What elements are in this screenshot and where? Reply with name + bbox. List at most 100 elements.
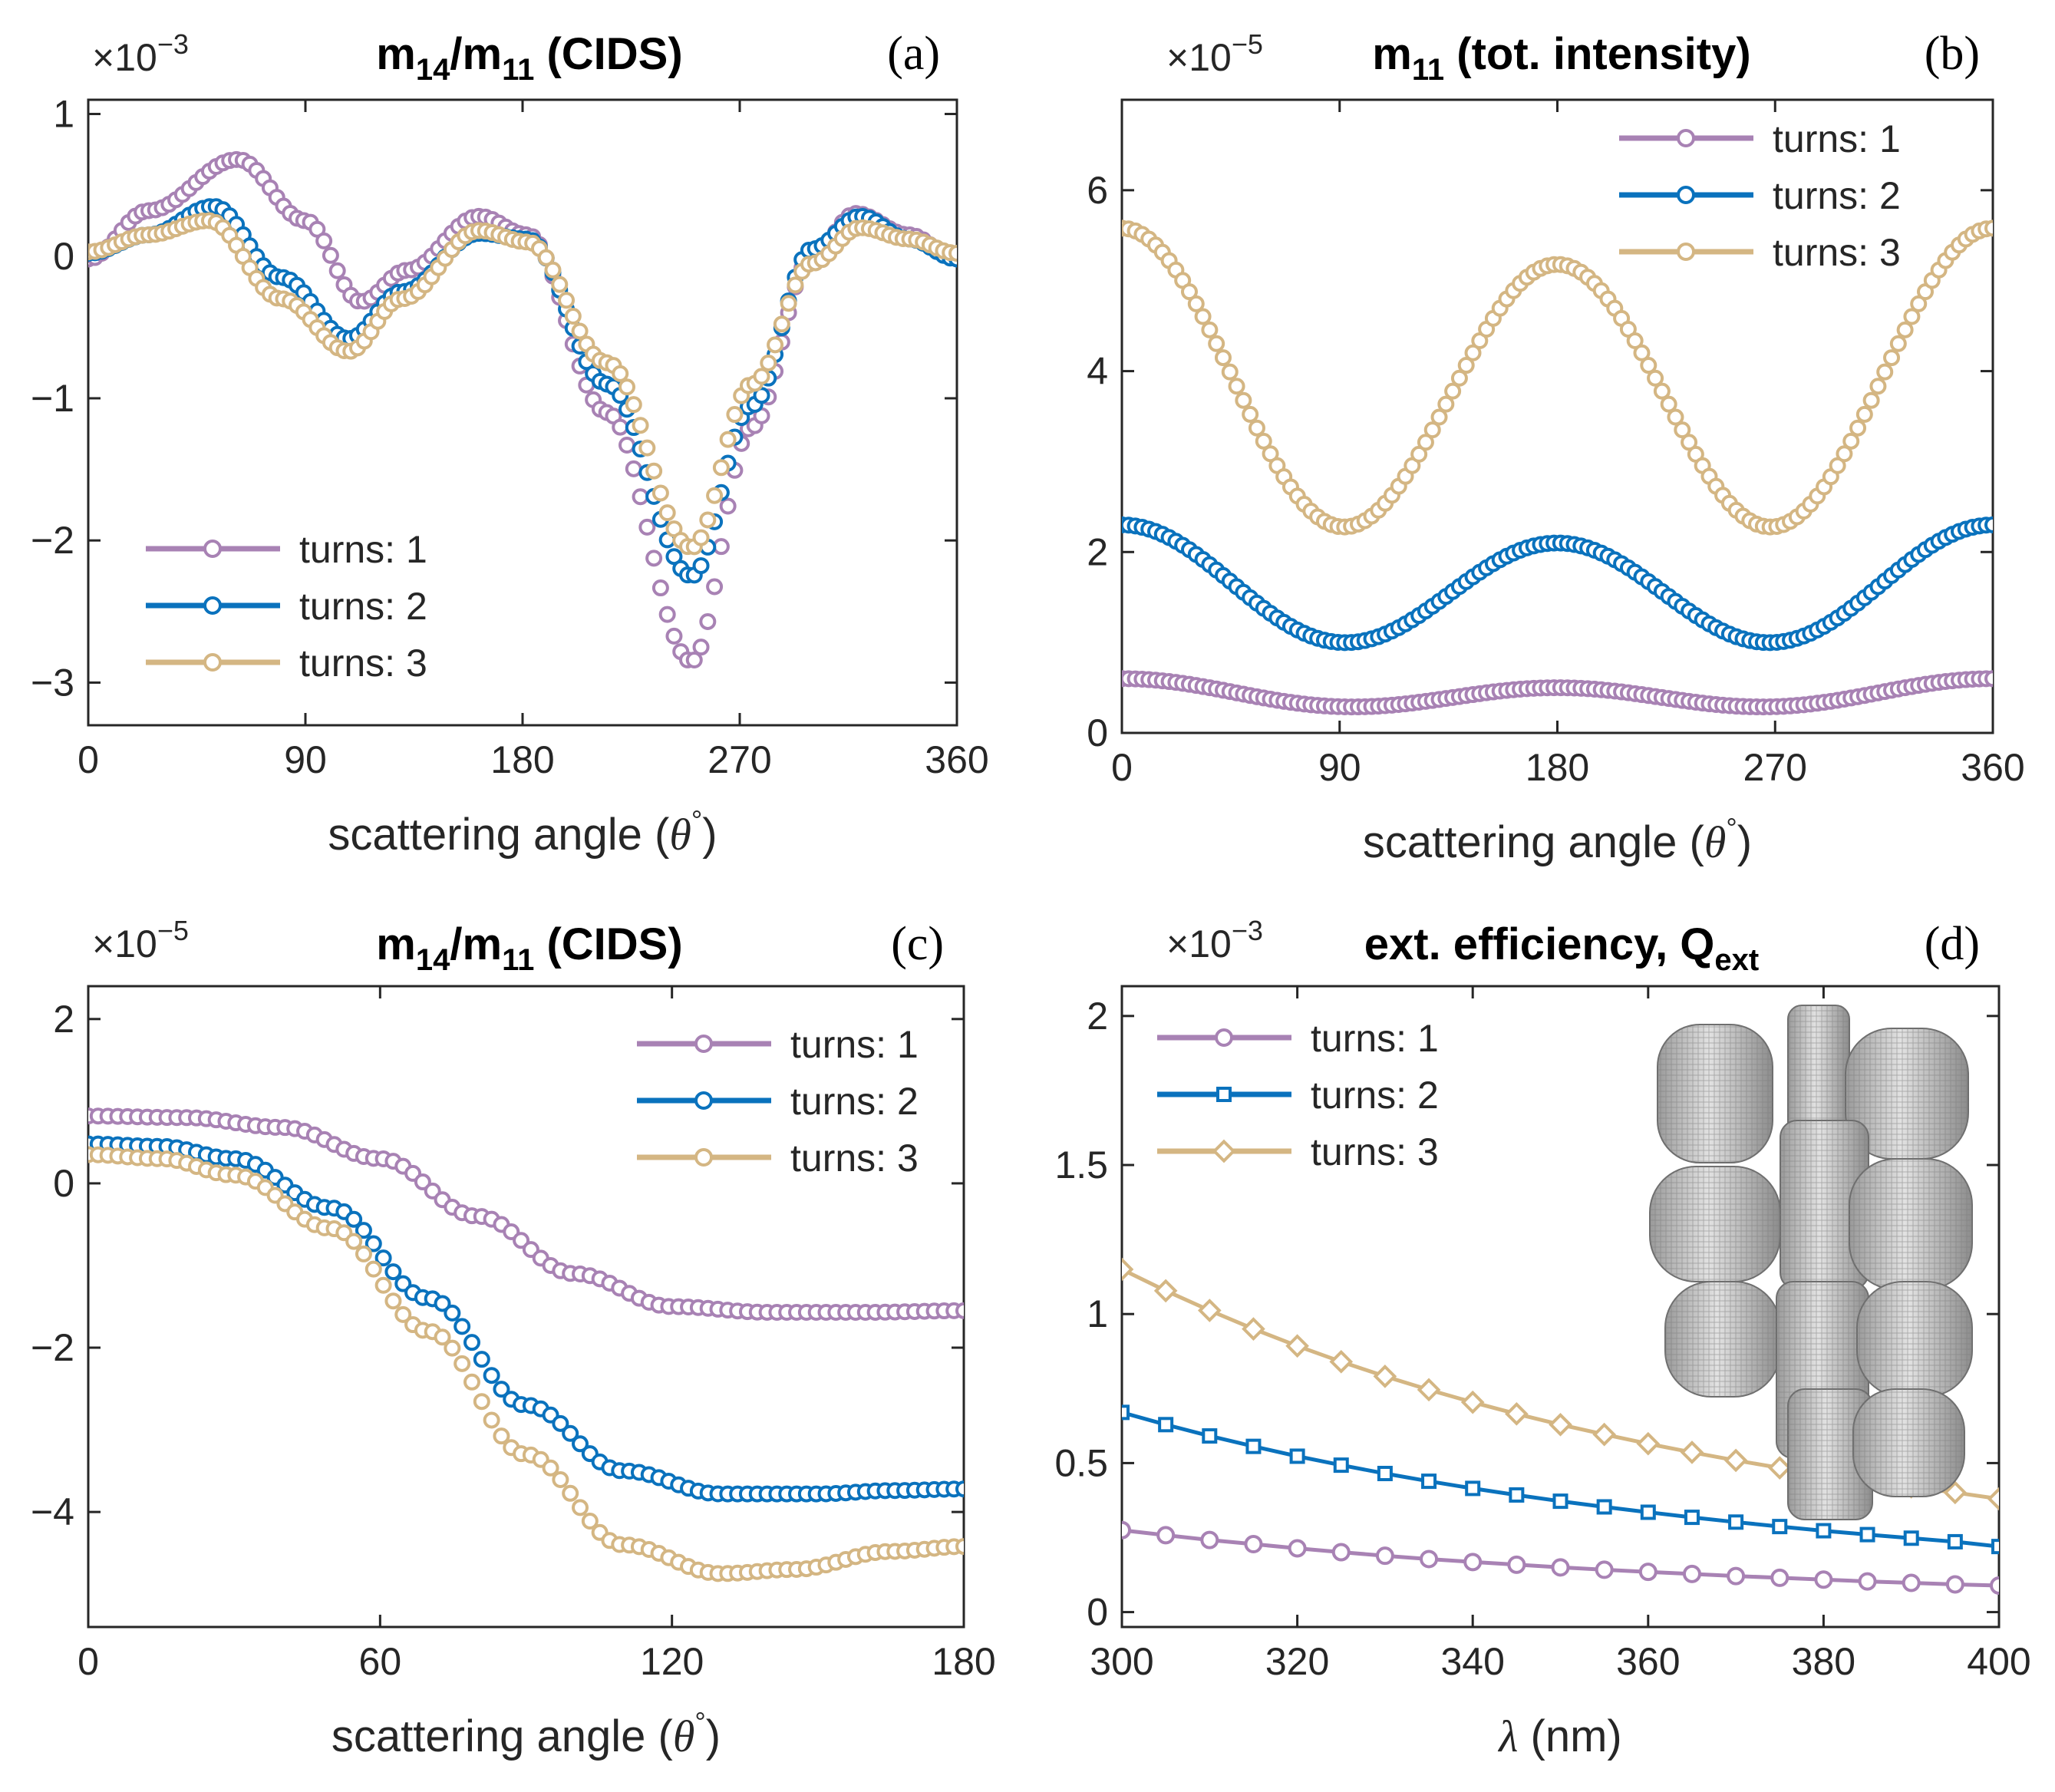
data-point — [345, 1233, 363, 1250]
data-point — [473, 1351, 490, 1368]
exponent-prefix: ×10 — [1166, 36, 1232, 79]
x-label-degree: ° — [691, 804, 702, 836]
legend-label: turns: 1 — [790, 1023, 919, 1066]
legend-item: turns: 1 — [637, 1023, 919, 1066]
helical-nanostructure-render-icon — [1649, 1005, 1973, 1520]
chart-title: m14/m11 (CIDS) — [376, 919, 682, 977]
data-point — [1945, 1575, 1964, 1594]
title-subscript: 14 — [416, 943, 450, 977]
data-point — [1202, 1428, 1218, 1444]
data-point — [1244, 1535, 1263, 1554]
chart-title: ext. efficiency, Qext — [1364, 919, 1759, 977]
data-point — [328, 262, 346, 279]
data-point — [552, 1414, 569, 1432]
data-point — [1595, 1560, 1614, 1579]
data-point — [434, 1328, 451, 1346]
data-point — [1248, 419, 1265, 437]
data-point — [537, 249, 555, 266]
voxel-texture — [1658, 1025, 1773, 1163]
x-label-part: ) — [702, 810, 717, 860]
data-point — [1684, 1510, 1700, 1526]
x-tick-label: 320 — [1265, 1640, 1329, 1683]
data-point — [1626, 332, 1644, 350]
data-point — [1728, 1514, 1744, 1530]
title-part: m — [376, 919, 416, 969]
data-point — [632, 488, 649, 506]
x-label-part: scattering angle ( — [328, 810, 669, 860]
data-point — [618, 378, 636, 396]
axis-exponent: ×10−3 — [1166, 915, 1263, 965]
data-point — [1849, 419, 1867, 437]
chart-panel-b: 0 90 180 270 360 0 2 4 6 ×10−5 m11 (tot. intensity… — [1087, 28, 2025, 867]
legend-item: turns: 1 — [1619, 117, 1901, 160]
title-part: (tot. intensity) — [1444, 29, 1751, 79]
data-point — [753, 368, 770, 385]
data-point — [1214, 349, 1232, 367]
data-point — [1836, 445, 1853, 463]
data-point — [1329, 1350, 1354, 1374]
data-point — [542, 1459, 559, 1477]
data-point — [1122, 1257, 1134, 1282]
data-point — [1943, 1480, 1968, 1505]
y-tick-label: −3 — [31, 661, 74, 704]
data-point — [1509, 1487, 1525, 1503]
data-point — [1505, 1401, 1529, 1426]
data-point — [1682, 1564, 1701, 1583]
y-tick-label: −4 — [31, 1490, 74, 1533]
data-point — [1153, 1279, 1178, 1303]
x-label-part: (nm) — [1518, 1711, 1621, 1761]
x-tick-label: 60 — [359, 1640, 402, 1683]
data-point — [483, 1367, 500, 1384]
data-point — [551, 276, 569, 293]
data-point — [1727, 1566, 1746, 1586]
data-point — [955, 1302, 964, 1319]
y-tick-label: 2 — [1087, 995, 1108, 1038]
data-point — [1437, 395, 1455, 413]
data-point — [699, 511, 717, 529]
data-point — [1640, 1504, 1656, 1520]
data-point — [444, 1339, 461, 1357]
legend-item: turns: 2 — [1157, 1074, 1439, 1117]
legend-item: turns: 1 — [146, 528, 427, 571]
data-point — [1869, 378, 1887, 395]
y-tick-label: −2 — [31, 1326, 74, 1369]
data-point — [719, 431, 737, 448]
x-label-part: scattering angle ( — [1363, 817, 1704, 867]
data-point — [1723, 1448, 1748, 1473]
data-point — [1464, 344, 1482, 361]
data-point — [1660, 395, 1677, 413]
y-tick-label: 0 — [53, 1162, 74, 1205]
data-point — [1984, 516, 1993, 533]
x-label-symbol: θ — [673, 1711, 695, 1761]
legend-item: turns: 3 — [1619, 231, 1901, 274]
data-point — [645, 549, 663, 567]
data-point — [1680, 1441, 1704, 1464]
title-subscript: ext — [1714, 943, 1759, 977]
legend-label: turns: 2 — [299, 585, 427, 628]
data-point — [544, 261, 562, 279]
data-point — [1375, 1546, 1394, 1566]
legend: turns: 1 turns: 2 turns: 3 — [1619, 117, 1901, 274]
x-axis-label: scattering angle (θ°) — [332, 1706, 721, 1761]
data-point — [787, 276, 804, 294]
y-tick-label: 0 — [1087, 1591, 1108, 1634]
data-point — [1551, 1558, 1570, 1577]
legend-label: turns: 3 — [790, 1137, 919, 1180]
x-tick-label: 120 — [640, 1640, 704, 1683]
voxel-texture — [1788, 1005, 1849, 1136]
voxel-texture — [1780, 1120, 1869, 1289]
exponent-power: −5 — [157, 915, 189, 946]
data-point — [1417, 1378, 1441, 1402]
data-point — [1255, 432, 1272, 450]
data-point — [1197, 1299, 1222, 1322]
y-tick-label: −1 — [31, 377, 74, 420]
data-point — [1549, 1412, 1572, 1437]
voxel-texture — [1857, 1282, 1972, 1397]
y-tick-label: 1 — [1087, 1292, 1108, 1335]
x-tick-label: 90 — [284, 738, 327, 781]
data-point — [1855, 405, 1873, 423]
data-point — [572, 1435, 589, 1453]
series-3 — [88, 1146, 964, 1582]
panel-tag: (a) — [887, 28, 940, 80]
